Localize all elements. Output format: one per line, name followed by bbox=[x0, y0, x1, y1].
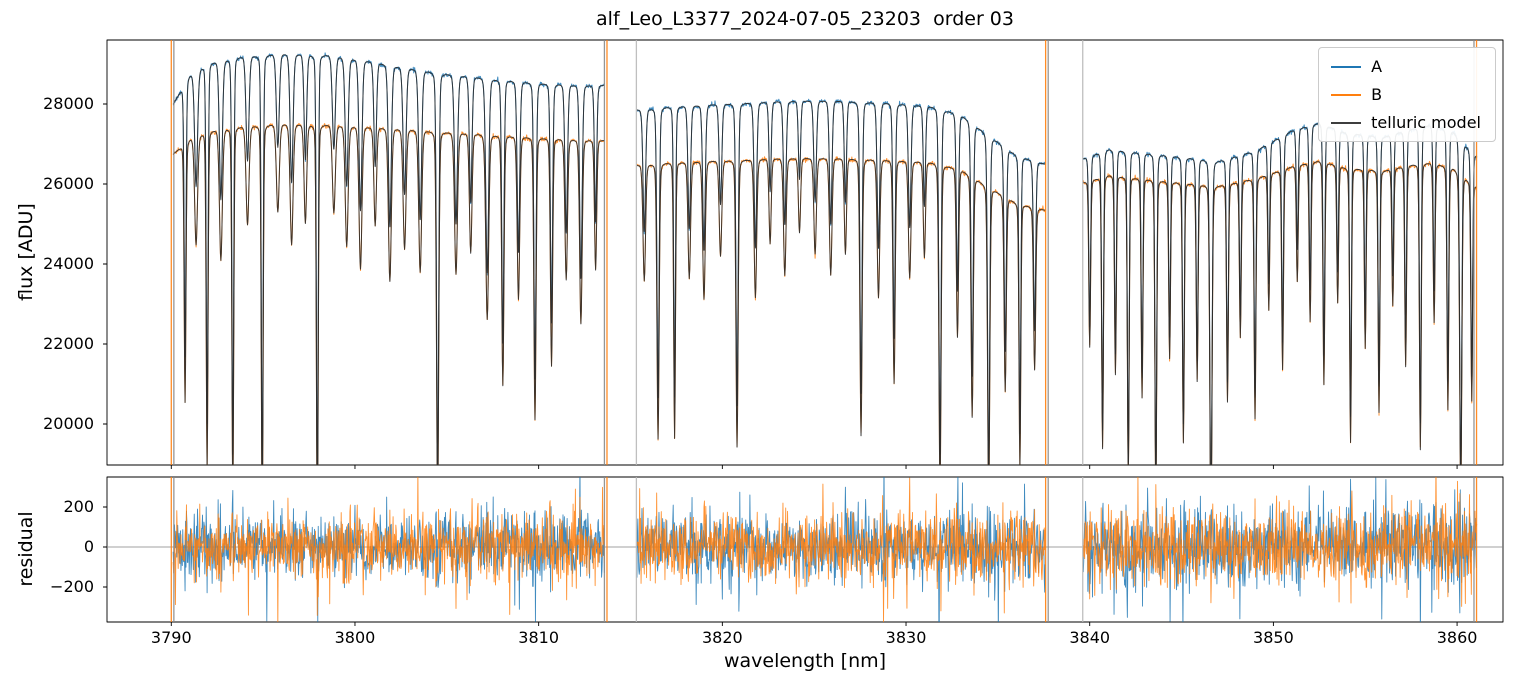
x-tick-label: 3800 bbox=[334, 628, 376, 647]
legend-item: telluric model bbox=[1331, 113, 1481, 132]
x-tick-label: 3820 bbox=[701, 628, 743, 647]
flux-tick-label: 28000 bbox=[43, 94, 94, 113]
flux-tick-label: 20000 bbox=[43, 414, 94, 433]
flux-tick-label: 22000 bbox=[43, 334, 94, 353]
legend-item: B bbox=[1331, 85, 1481, 104]
x-axis-label: wavelength [nm] bbox=[723, 650, 887, 672]
legend-line-sample bbox=[1331, 121, 1362, 124]
x-tick-label: 3860 bbox=[1436, 628, 1478, 647]
flux-tick-label: 26000 bbox=[43, 174, 94, 193]
legend-line-sample bbox=[1331, 65, 1362, 68]
flux-ylabel: flux [ADU] bbox=[15, 203, 37, 301]
x-tick-label: 3790 bbox=[150, 628, 192, 647]
residual-tick-label: 0 bbox=[83, 537, 94, 556]
legend-label: A bbox=[1371, 57, 1383, 76]
x-tick-label: 3840 bbox=[1069, 628, 1111, 647]
flux-tick-label: 24000 bbox=[43, 254, 94, 273]
legend-label: telluric model bbox=[1371, 113, 1481, 132]
x-tick-label: 3850 bbox=[1253, 628, 1294, 647]
legend-item: A bbox=[1331, 57, 1481, 76]
legend-line-sample bbox=[1331, 93, 1362, 96]
residual-tick-label: −200 bbox=[50, 577, 94, 596]
plot-title: alf_Leo_L3377_2024-07-05_23203 order 03 bbox=[596, 8, 1014, 30]
x-tick-label: 3810 bbox=[518, 628, 560, 647]
residual-tick-label: 200 bbox=[63, 497, 94, 516]
legend-label: B bbox=[1371, 85, 1383, 104]
x-tick-label: 3830 bbox=[885, 628, 927, 647]
